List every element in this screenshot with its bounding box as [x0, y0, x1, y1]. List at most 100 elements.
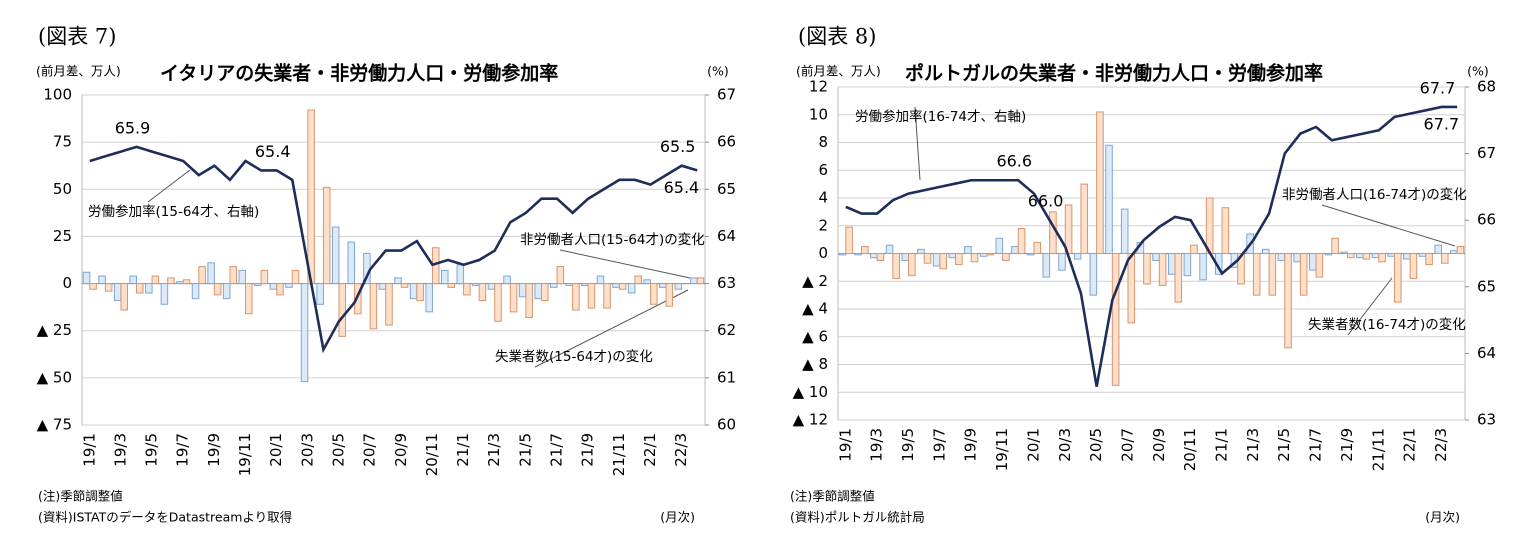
bar	[322, 186, 331, 285]
y-unit: (前月差、万人)	[796, 64, 881, 79]
series-name: 労働参加率(16-74才、右軸)	[855, 108, 1026, 125]
bar	[556, 266, 565, 285]
bar	[245, 283, 253, 315]
x-tick-label: 21/11	[1369, 428, 1387, 471]
bar	[696, 277, 705, 285]
bar	[1393, 253, 1402, 303]
bar	[1252, 253, 1261, 296]
x-tick-label: 19/5	[899, 428, 917, 462]
bar	[1042, 253, 1051, 278]
bar	[378, 283, 387, 290]
bar	[1362, 253, 1371, 260]
bar	[191, 283, 200, 300]
y-tick-label: 8	[818, 133, 828, 151]
y-tick-label: 75	[53, 133, 72, 151]
bar	[627, 283, 636, 294]
y2-tick-label: 67	[1477, 144, 1496, 162]
bar	[534, 283, 542, 300]
bar	[1183, 253, 1192, 277]
callout-pointer	[147, 169, 191, 203]
x-tick-label: 19/1	[80, 433, 98, 467]
bar	[1096, 111, 1104, 254]
x-tick-label: 21/9	[1338, 428, 1356, 462]
bar	[472, 283, 480, 286]
bar	[1434, 244, 1442, 255]
bar	[908, 253, 916, 277]
bar	[1293, 253, 1301, 263]
series-name: 失業者数(16-74才)の変化	[1308, 316, 1466, 333]
bar	[1346, 253, 1355, 259]
bar	[1450, 250, 1458, 255]
bar	[1340, 251, 1348, 255]
x-tick-label: 19/9	[205, 433, 223, 467]
bar	[1026, 253, 1035, 256]
x-tick-label: 19/1	[836, 428, 854, 462]
line	[845, 105, 1458, 387]
bar	[1158, 253, 1167, 286]
bar	[447, 283, 456, 288]
line	[89, 145, 698, 354]
x-tick-label: 20/3	[298, 433, 316, 467]
x-tick-label: 20/7	[1118, 428, 1136, 462]
value-label: 65.5	[660, 137, 696, 156]
bar	[892, 253, 900, 279]
y2-unit: (%)	[707, 64, 729, 79]
y2-tick-label: 64	[1477, 344, 1496, 362]
y-tick-label: ▲ 10	[793, 383, 828, 401]
x-tick-label: 19/9	[962, 428, 980, 462]
bar	[1058, 253, 1066, 271]
bar	[1049, 211, 1057, 254]
bar	[300, 283, 309, 383]
x-tick-label: 22/1	[1401, 428, 1419, 462]
y-tick-label: ▲ 75	[37, 416, 72, 434]
bar	[1309, 253, 1317, 271]
bar	[136, 283, 144, 294]
x-tick-label: 19/3	[111, 433, 129, 467]
bar	[649, 283, 658, 305]
bar	[845, 226, 853, 254]
bar	[870, 253, 878, 259]
bar	[129, 275, 138, 285]
bar	[1284, 253, 1292, 349]
y2-tick-label: 64	[717, 227, 736, 245]
bar	[238, 269, 247, 285]
bar	[213, 283, 222, 296]
bar	[1089, 253, 1098, 296]
bar	[1425, 253, 1433, 266]
note: (資料)ポルトガル統計局	[790, 510, 925, 525]
bar	[1033, 241, 1042, 254]
bar	[995, 237, 1004, 255]
callout-pointer	[559, 249, 691, 279]
bar	[400, 283, 409, 288]
y-tick-label: 12	[809, 78, 828, 96]
bar	[145, 283, 153, 294]
bar	[917, 248, 925, 254]
bar	[1356, 253, 1364, 259]
bar	[659, 283, 667, 288]
x-tick-label: 20/5	[329, 433, 347, 467]
bar	[394, 277, 402, 285]
bar	[1011, 246, 1019, 254]
figure-label: (図表 8)	[798, 25, 876, 49]
value-label: 66.0	[1028, 192, 1064, 211]
bar	[416, 283, 424, 302]
bar	[463, 283, 471, 296]
value-label: 67.7	[1420, 78, 1456, 97]
plot-frame	[81, 94, 706, 426]
bar	[549, 283, 558, 288]
bar	[1277, 253, 1286, 261]
bar	[518, 283, 527, 298]
bar	[1237, 253, 1245, 285]
value-label: 65.4	[664, 178, 700, 197]
bar	[1205, 197, 1214, 254]
y2-tick-label: 63	[717, 274, 736, 292]
bar	[1017, 228, 1026, 254]
series-name: 労働参加率(15-64才、右軸)	[88, 203, 259, 220]
x-tick-label: 20/11	[1181, 428, 1199, 471]
y2-tick-label: 66	[717, 133, 736, 151]
bar	[331, 226, 340, 285]
bar	[182, 279, 191, 285]
bar	[104, 283, 113, 292]
bar	[354, 283, 362, 315]
callout-pointer	[534, 289, 689, 368]
